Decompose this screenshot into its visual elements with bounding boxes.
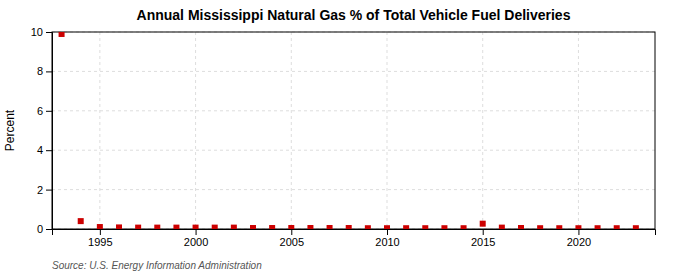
tick-label: 10: [31, 26, 43, 38]
tick: 2: [37, 184, 52, 196]
tick-mark: [46, 150, 52, 151]
point: [59, 32, 65, 37]
y-axis: 0 2 4 6 8 10: [31, 26, 53, 235]
tick-mark: [46, 190, 52, 191]
point: [365, 225, 371, 229]
point: [537, 225, 543, 229]
tick-mark: [291, 229, 292, 235]
point: [193, 225, 199, 229]
point: [231, 225, 237, 229]
tick: 1995: [88, 229, 112, 248]
grid-line: [52, 150, 655, 151]
title: Annual Mississippi Natural Gas % of Tota…: [137, 7, 571, 23]
y-axis-label: Percent: [3, 109, 17, 151]
grid-line: [195, 32, 196, 229]
point: [307, 225, 313, 229]
tick-mark: [578, 229, 579, 235]
point: [441, 225, 447, 229]
points: [59, 32, 639, 229]
tick: 4: [37, 144, 52, 156]
grid: [52, 32, 655, 229]
grid-line: [387, 32, 388, 229]
tick-mark: [46, 229, 52, 230]
point: [384, 225, 390, 229]
annotation: Source: U.S. Energy Information Administ…: [52, 260, 262, 271]
tick: 6: [37, 105, 52, 117]
grid-line: [52, 110, 655, 111]
point: [346, 225, 352, 229]
grid-line: [52, 71, 655, 72]
tick-mark: [46, 32, 52, 33]
axis-line: [46, 33, 53, 230]
tick: 8: [37, 65, 52, 77]
tick-mark: [196, 229, 197, 235]
tick-label: 2005: [280, 236, 304, 248]
tick-label: 2020: [567, 236, 591, 248]
grid-line: [99, 32, 100, 229]
axis-line: [53, 230, 656, 236]
tick-label: 2015: [471, 236, 495, 248]
point: [78, 218, 84, 224]
plot-frame: [52, 32, 655, 229]
tick: 2000: [184, 229, 208, 248]
tick-label: 8: [37, 65, 43, 77]
tick: 2015: [471, 229, 495, 248]
point: [97, 224, 103, 229]
chart: 1995 2000 2005 2010 2015 2020 0 2 4 6 8 10 Annual Mi…: [0, 0, 675, 275]
point: [480, 221, 486, 227]
grid-line: [482, 32, 483, 229]
tick-mark: [100, 229, 101, 235]
point: [556, 225, 562, 229]
tick: 10: [31, 26, 52, 38]
point: [173, 225, 179, 229]
plot: 1995 2000 2005 2010 2015 2020 0 2 4 6 8 10: [31, 26, 656, 248]
tick-label: 6: [37, 105, 43, 117]
tick-label: 2010: [375, 236, 399, 248]
point: [154, 225, 160, 229]
tick: 2010: [375, 229, 399, 248]
tick-label: 0: [37, 223, 43, 235]
tick: 2005: [280, 229, 304, 248]
point: [403, 225, 409, 229]
tick-label: 2000: [184, 236, 208, 248]
tick: 0: [37, 223, 52, 235]
point: [595, 225, 601, 229]
point: [575, 225, 581, 229]
point: [518, 225, 524, 229]
point: [614, 225, 620, 229]
point: [250, 225, 256, 229]
point: [269, 225, 275, 229]
tick-label: 4: [37, 144, 43, 156]
point: [461, 225, 467, 229]
point: [116, 224, 122, 229]
point: [288, 225, 294, 229]
point: [212, 225, 218, 229]
point: [135, 225, 141, 229]
tick: 2020: [567, 229, 591, 248]
grid-line: [578, 32, 579, 229]
point: [499, 225, 505, 229]
grid-line: [291, 32, 292, 229]
point: [422, 225, 428, 229]
tick-mark: [387, 229, 388, 235]
tick-mark: [483, 229, 484, 235]
tick-label: 2: [37, 184, 43, 196]
tick-mark: [46, 71, 52, 72]
tick-mark: [46, 111, 52, 112]
x-axis: 1995 2000 2005 2010 2015 2020: [53, 229, 656, 248]
tick-label: 1995: [88, 236, 112, 248]
grid-line: [52, 189, 655, 190]
point: [327, 225, 333, 229]
point: [633, 225, 639, 229]
